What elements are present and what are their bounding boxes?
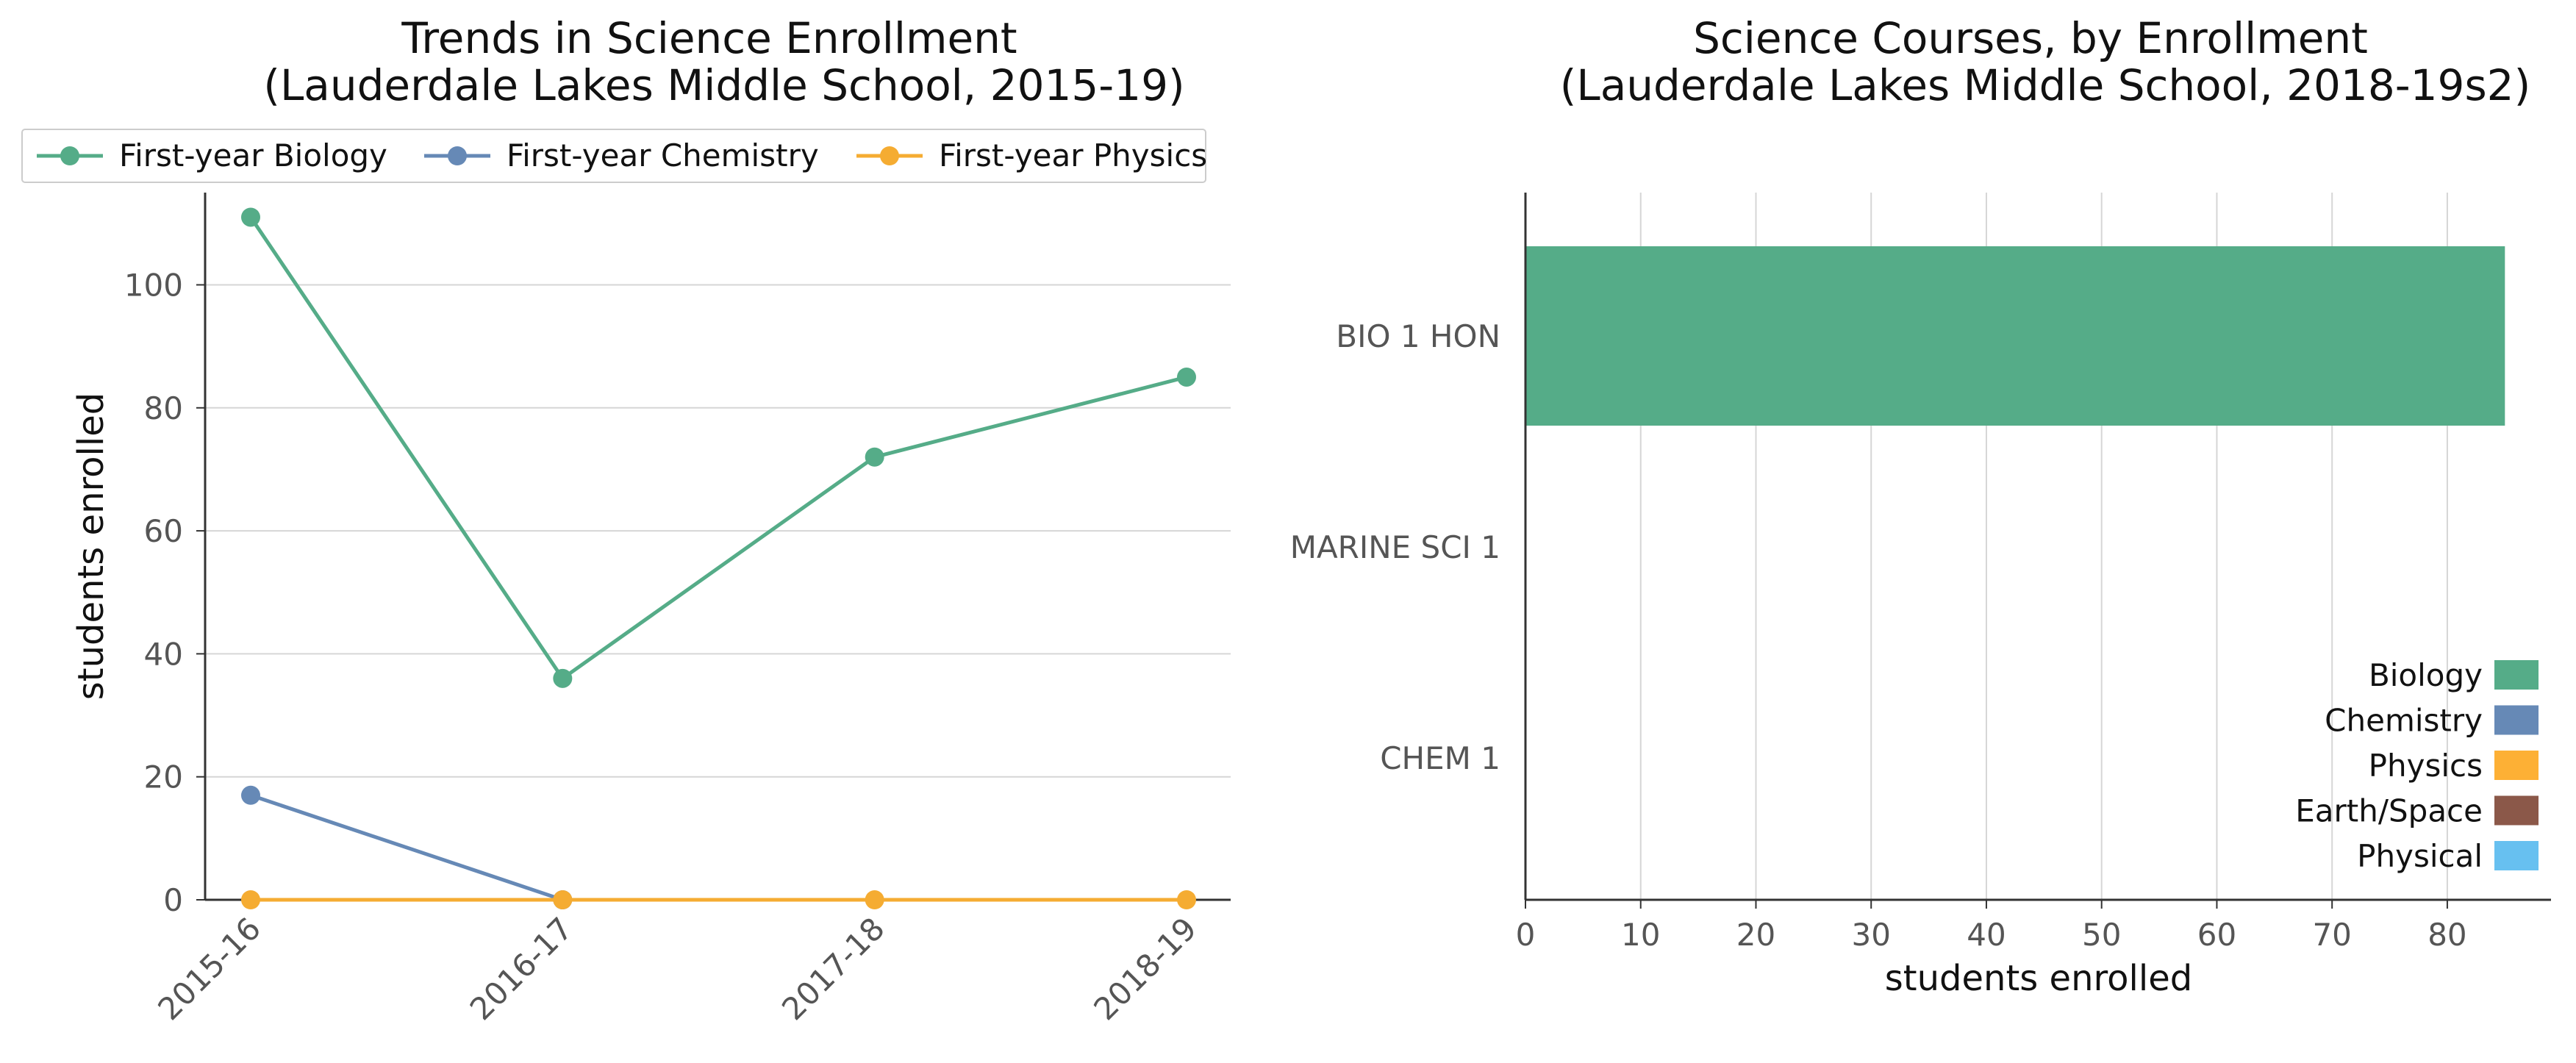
x-tick-label: 30 [1851, 917, 1890, 953]
category-label: CHEM 1 [1380, 740, 1500, 776]
line-chart-title: Trends in Science Enrollment [401, 13, 1017, 63]
line-chart-series [241, 207, 1196, 909]
legend-swatch [2494, 705, 2539, 735]
y-tick-label: 80 [144, 390, 183, 426]
legend-label: Physics [2369, 748, 2483, 784]
x-tick-label: 20 [1736, 917, 1775, 953]
x-tick-label: 60 [2197, 917, 2236, 953]
legend-swatch [2494, 660, 2539, 690]
data-point [553, 890, 573, 909]
x-tick-label: 2017-18 [775, 910, 892, 1027]
bar-chart: Science Courses, by Enrollment (Lauderda… [1290, 13, 2551, 999]
legend-marker [448, 146, 467, 165]
category-label: MARINE SCI 1 [1290, 529, 1500, 565]
legend-label: Chemistry [2325, 703, 2483, 739]
category-label: BIO 1 HON [1336, 318, 1500, 354]
x-tick-label: 40 [1967, 917, 2006, 953]
legend-swatch [2494, 751, 2539, 780]
x-tick-label: 70 [2312, 917, 2351, 953]
legend-label: First-year Physics [939, 137, 1207, 173]
data-point [241, 207, 260, 227]
line-chart-y-label: students enrolled [71, 393, 112, 700]
data-point [1177, 367, 1196, 387]
bar-chart-subtitle: (Lauderdale Lakes Middle School, 2018-19… [1560, 60, 2530, 110]
data-point [241, 785, 260, 805]
legend-label: First-year Biology [119, 137, 387, 173]
y-tick-label: 20 [144, 759, 183, 795]
x-tick-label: 0 [1516, 917, 1536, 953]
legend-label: First-year Chemistry [507, 137, 819, 173]
line-chart-legend: First-year Biology First-year Chemistry Fi… [21, 129, 1207, 183]
bar-chart-bars [1525, 246, 2505, 426]
y-tick-label: 40 [144, 636, 183, 672]
data-point [553, 668, 573, 688]
y-tick-label: 100 [124, 267, 183, 303]
data-point [1177, 890, 1196, 909]
data-point [241, 890, 260, 909]
legend-marker [880, 146, 899, 165]
y-tick-label: 0 [163, 882, 183, 918]
legend-swatch [2494, 841, 2539, 870]
line-chart: Trends in Science Enrollment (Lauderdale… [21, 13, 1231, 1027]
data-point [865, 447, 884, 467]
bar-chart-legend: Biology Chemistry Physics Earth/Space Physic… [2295, 657, 2539, 874]
series-line [250, 793, 564, 902]
x-tick-label: 50 [2082, 917, 2121, 953]
bar-chart-x-label: students enrolled [1885, 958, 2192, 999]
bar-chart-x-ticks: 0 10 20 30 40 50 60 70 80 [1516, 900, 2467, 953]
legend-swatch [2494, 795, 2539, 826]
x-tick-label: 2015-16 [151, 910, 268, 1027]
y-tick-label: 60 [144, 513, 183, 549]
x-tick-label: 2018-19 [1087, 910, 1203, 1027]
line-chart-legend-box [21, 129, 1206, 183]
legend-label: Physical [2357, 838, 2483, 874]
bar [1525, 246, 2505, 426]
x-tick-label: 10 [1621, 917, 1660, 953]
bar-chart-title: Science Courses, by Enrollment [1693, 13, 2368, 63]
legend-label: Biology [2369, 657, 2483, 693]
series-line [248, 216, 1187, 681]
data-point [865, 890, 884, 909]
line-chart-y-ticks: 0 20 40 60 80 100 [124, 267, 205, 918]
legend-marker [60, 146, 79, 165]
x-tick-label: 80 [2427, 917, 2466, 953]
line-chart-x-ticks: 2015-16 2016-17 2017-18 2018-19 [151, 900, 1203, 1027]
legend-label: Earth/Space [2295, 793, 2483, 829]
line-chart-gridlines [205, 284, 1231, 778]
x-tick-label: 2016-17 [463, 910, 580, 1027]
line-chart-subtitle: (Lauderdale Lakes Middle School, 2015-19… [263, 60, 1184, 110]
bar-chart-category-labels: BIO 1 HON MARINE SCI 1 CHEM 1 [1290, 318, 1500, 776]
